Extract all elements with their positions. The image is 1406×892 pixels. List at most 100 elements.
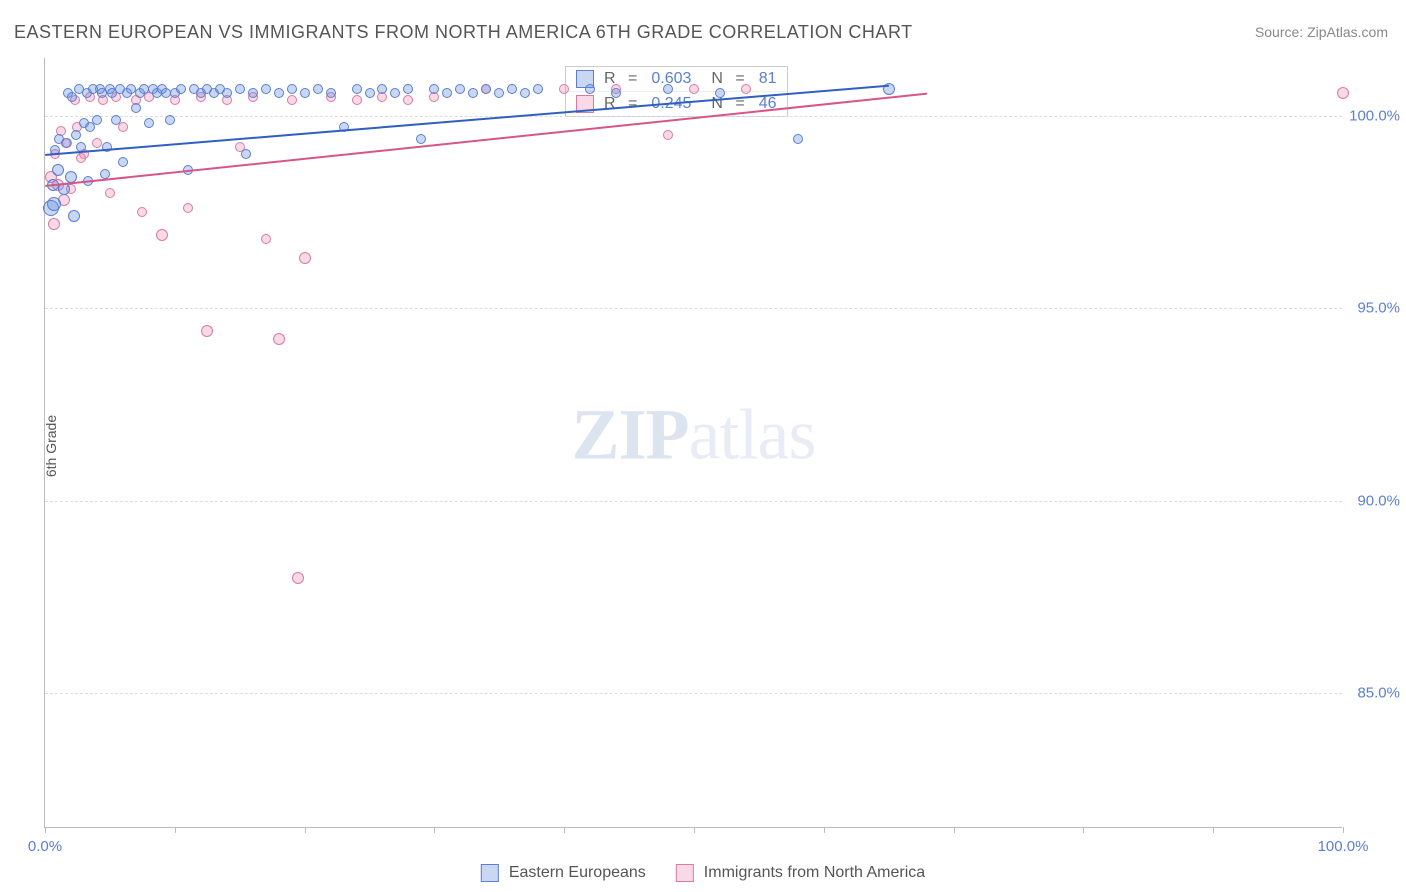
data-point <box>663 84 673 94</box>
data-point <box>137 207 147 217</box>
x-tick <box>694 827 695 833</box>
data-point <box>326 88 336 98</box>
data-point <box>287 84 297 94</box>
data-point <box>71 130 81 140</box>
y-tick-label: 95.0% <box>1346 300 1400 317</box>
data-point <box>92 115 102 125</box>
data-point <box>48 218 60 230</box>
gridline <box>45 693 1342 694</box>
data-point <box>52 164 64 176</box>
data-point <box>793 134 803 144</box>
data-point <box>292 572 304 584</box>
y-tick-label: 100.0% <box>1346 107 1400 124</box>
data-point <box>118 122 128 132</box>
data-point <box>611 88 621 98</box>
legend-item: Eastern Europeans <box>481 864 646 882</box>
data-point <box>585 84 595 94</box>
data-point <box>455 84 465 94</box>
data-point <box>300 88 310 98</box>
data-point <box>274 88 284 98</box>
gridline <box>45 501 1342 502</box>
data-point <box>352 95 362 105</box>
data-point <box>715 88 725 98</box>
data-point <box>144 118 154 128</box>
x-tick <box>1213 827 1214 833</box>
watermark-bold: ZIP <box>572 394 689 474</box>
data-point <box>1337 87 1349 99</box>
data-point <box>241 149 251 159</box>
data-point <box>47 197 61 211</box>
data-point <box>416 134 426 144</box>
data-point <box>176 84 186 94</box>
data-point <box>235 84 245 94</box>
x-tick <box>954 827 955 833</box>
data-point <box>520 88 530 98</box>
data-point <box>403 84 413 94</box>
stat-n-value: 81 <box>759 70 777 88</box>
x-tick <box>1083 827 1084 833</box>
data-point <box>118 157 128 167</box>
y-tick-label: 85.0% <box>1346 685 1400 702</box>
y-tick-label: 90.0% <box>1346 492 1400 509</box>
data-point <box>377 84 387 94</box>
data-point <box>559 84 569 94</box>
data-point <box>533 84 543 94</box>
x-tick <box>45 827 46 833</box>
data-point <box>481 84 491 94</box>
data-point <box>261 84 271 94</box>
data-point <box>403 95 413 105</box>
legend-label: Eastern Europeans <box>509 864 646 882</box>
data-point <box>689 84 699 94</box>
x-tick-label: 100.0% <box>1318 838 1369 855</box>
data-point <box>299 252 311 264</box>
plot-area: ZIPatlas R = 0.603N = 81R = 0.245N = 46 … <box>44 58 1342 828</box>
data-point <box>663 130 673 140</box>
data-point <box>365 88 375 98</box>
chart-title: EASTERN EUROPEAN VS IMMIGRANTS FROM NORT… <box>14 22 913 43</box>
data-point <box>287 95 297 105</box>
data-point <box>468 88 478 98</box>
data-point <box>183 203 193 213</box>
data-point <box>429 84 439 94</box>
data-point <box>273 333 285 345</box>
bottom-legend: Eastern Europeans Immigrants from North A… <box>481 864 925 882</box>
data-point <box>156 229 168 241</box>
stat-r-label: R = <box>604 70 641 88</box>
data-point <box>741 84 751 94</box>
data-point <box>131 103 141 113</box>
watermark-thin: atlas <box>689 394 816 474</box>
data-point <box>261 234 271 244</box>
data-point <box>313 84 323 94</box>
stats-row: R = 0.603N = 81 <box>566 67 787 92</box>
data-point <box>201 325 213 337</box>
source-label: Source: ZipAtlas.com <box>1255 24 1388 40</box>
legend-item: Immigrants from North America <box>676 864 925 882</box>
data-point <box>222 88 232 98</box>
x-tick <box>175 827 176 833</box>
data-point <box>111 115 121 125</box>
data-point <box>248 88 258 98</box>
legend-label: Immigrants from North America <box>704 864 925 882</box>
x-tick <box>824 827 825 833</box>
x-tick-label: 0.0% <box>28 838 62 855</box>
data-point <box>100 169 110 179</box>
x-tick <box>1343 827 1344 833</box>
watermark: ZIPatlas <box>572 393 816 476</box>
data-point <box>390 88 400 98</box>
x-tick <box>434 827 435 833</box>
legend-swatch <box>676 864 694 882</box>
data-point <box>68 210 80 222</box>
data-point <box>442 88 452 98</box>
stat-r-label: R = <box>604 95 641 113</box>
data-point <box>92 138 102 148</box>
gridline <box>45 308 1342 309</box>
x-tick <box>564 827 565 833</box>
x-tick <box>305 827 306 833</box>
data-point <box>105 188 115 198</box>
legend-swatch <box>481 864 499 882</box>
data-point <box>352 84 362 94</box>
data-point <box>507 84 517 94</box>
data-point <box>165 115 175 125</box>
data-point <box>494 88 504 98</box>
data-point <box>61 138 71 148</box>
